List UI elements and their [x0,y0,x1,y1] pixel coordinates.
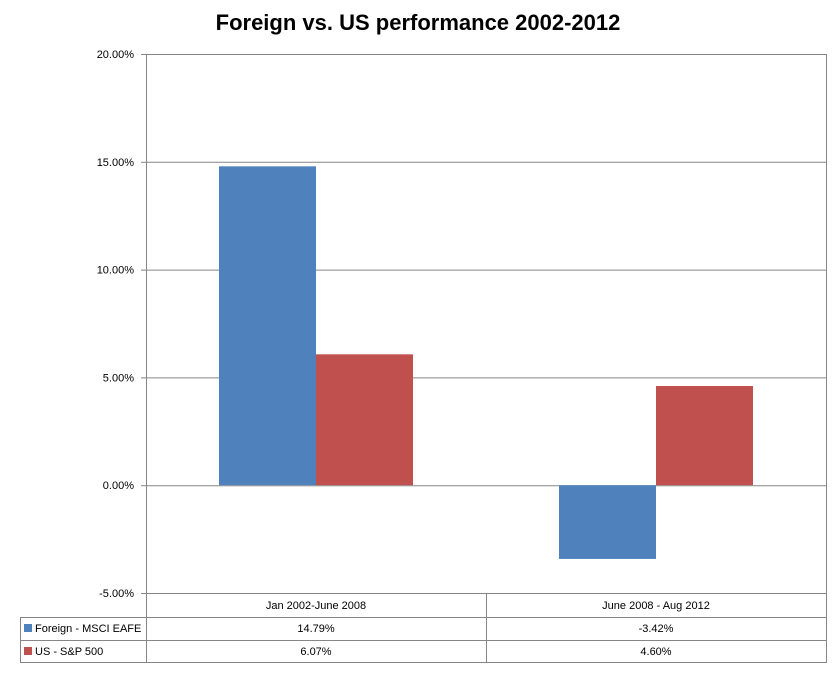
category-label: Jan 2002-June 2008 [266,600,366,612]
y-tick-label: -5.00% [99,588,134,600]
y-axis-ticks: 20.00% 15.00% 10.00% 5.00% 0.00% -5.00% [97,49,146,600]
bar-foreign-1 [219,166,316,486]
data-table: Jan 2002-June 2008 June 2008 - Aug 2012 Fo… [20,593,827,663]
chart-title: Foreign vs. US performance 2002-2012 [216,10,621,35]
bar-foreign-2 [559,485,656,559]
legend-label: Foreign - MSCI EAFE [35,623,141,635]
data-label: -3.42% [639,623,674,635]
legend-swatch [24,624,32,632]
y-tick-label: 15.00% [97,157,135,169]
axes [146,54,827,594]
bar-us-1 [316,354,413,486]
bars [219,166,753,559]
y-tick-label: 10.00% [97,265,135,277]
data-label: 6.07% [300,646,331,658]
legend-label: US - S&P 500 [35,646,103,658]
data-label: 14.79% [297,623,335,635]
legend-swatch [24,647,32,655]
data-label: 4.60% [640,646,671,658]
y-tick-label: 20.00% [97,49,135,61]
y-tick-label: 5.00% [103,372,134,384]
category-label: June 2008 - Aug 2012 [602,600,710,612]
y-tick-label: 0.00% [103,480,134,492]
bar-us-2 [656,386,753,486]
